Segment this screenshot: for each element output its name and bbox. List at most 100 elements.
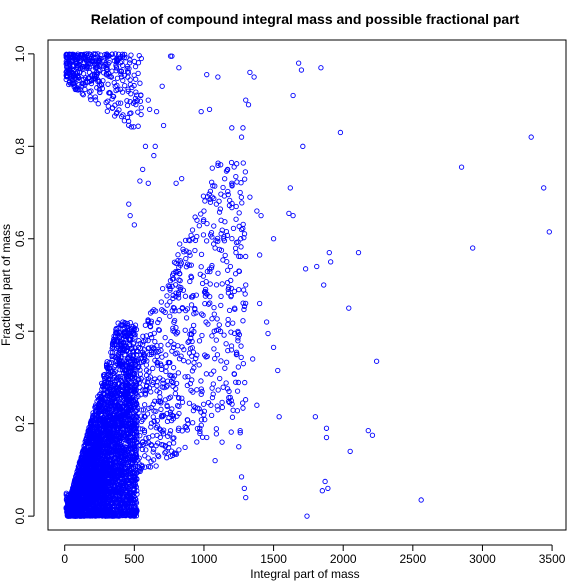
scatter-point bbox=[158, 400, 164, 406]
scatter-point bbox=[116, 55, 122, 62]
scatter-point bbox=[141, 338, 147, 345]
scatter-point bbox=[127, 319, 133, 326]
scatter-point bbox=[134, 488, 140, 494]
scatter-point bbox=[230, 407, 236, 413]
scatter-point bbox=[116, 334, 123, 340]
scatter-point bbox=[91, 71, 98, 78]
scatter-point bbox=[148, 334, 155, 341]
scatter-point bbox=[154, 432, 160, 439]
scatter-point bbox=[184, 427, 191, 433]
scatter-point bbox=[193, 292, 199, 298]
scatter-point bbox=[124, 320, 131, 327]
scatter-point bbox=[196, 362, 202, 368]
scatter-point bbox=[226, 307, 233, 314]
scatter-point bbox=[226, 399, 233, 406]
scatter-point bbox=[105, 477, 112, 483]
scatter-point bbox=[150, 449, 156, 455]
scatter-point bbox=[213, 426, 220, 432]
scatter-point bbox=[105, 103, 111, 109]
scatter-point bbox=[223, 341, 229, 347]
scatter-point bbox=[216, 209, 223, 215]
scatter-point bbox=[184, 306, 191, 312]
scatter-point bbox=[226, 284, 232, 291]
scatter-point bbox=[107, 90, 113, 96]
scatter-point bbox=[134, 507, 140, 513]
scatter-point bbox=[84, 484, 90, 490]
scatter-point bbox=[140, 333, 146, 339]
scatter-point bbox=[92, 420, 98, 426]
scatter-point bbox=[128, 512, 135, 519]
scatter-point bbox=[127, 77, 133, 83]
scatter-point bbox=[96, 448, 102, 454]
scatter-point bbox=[207, 293, 213, 300]
scatter-point bbox=[165, 342, 171, 348]
scatter-point bbox=[183, 264, 190, 270]
scatter-point bbox=[173, 380, 180, 387]
scatter-point bbox=[214, 352, 221, 358]
scatter-point bbox=[168, 448, 175, 454]
scatter-point bbox=[146, 434, 152, 441]
scatter-point bbox=[93, 404, 99, 411]
scatter-point bbox=[98, 52, 104, 58]
scatter-point bbox=[109, 409, 115, 415]
scatter-point bbox=[124, 427, 130, 433]
scatter-point bbox=[105, 98, 111, 104]
scatter-point bbox=[233, 239, 240, 246]
scatter-point bbox=[182, 293, 189, 299]
scatter-point bbox=[148, 320, 154, 326]
scatter-point bbox=[189, 377, 195, 383]
scatter-point bbox=[76, 82, 82, 88]
scatter-point bbox=[201, 412, 207, 418]
scatter-point bbox=[92, 508, 98, 514]
scatter-point bbox=[135, 365, 141, 371]
scatter-point bbox=[205, 301, 212, 307]
scatter-point bbox=[233, 173, 239, 180]
scatter-point bbox=[153, 463, 159, 469]
scatter-point bbox=[172, 451, 178, 457]
scatter-point bbox=[129, 456, 135, 463]
scatter-point bbox=[191, 365, 197, 371]
scatter-point bbox=[124, 114, 131, 121]
scatter-point bbox=[240, 318, 246, 324]
scatter-point bbox=[197, 428, 203, 434]
scatter-point bbox=[183, 315, 190, 321]
scatter-point bbox=[109, 349, 116, 356]
scatter-point bbox=[125, 471, 131, 478]
scatter-point bbox=[190, 292, 196, 299]
scatter-point bbox=[196, 338, 203, 344]
scatter-point bbox=[128, 490, 135, 496]
scatter-point bbox=[169, 406, 175, 412]
scatter-point bbox=[199, 434, 206, 440]
scatter-point bbox=[214, 316, 220, 322]
scatter-point bbox=[167, 428, 174, 434]
scatter-point bbox=[233, 351, 240, 358]
scatter-point bbox=[149, 382, 155, 388]
scatter-point bbox=[85, 447, 91, 453]
scatter-point bbox=[128, 504, 135, 510]
scatter-point bbox=[118, 415, 124, 421]
scatter-point bbox=[132, 496, 139, 503]
scatter-point bbox=[97, 470, 104, 477]
scatter-point bbox=[215, 387, 221, 393]
scatter-point bbox=[203, 319, 209, 325]
scatter-point bbox=[125, 486, 132, 492]
scatter-point bbox=[113, 68, 119, 74]
scatter-point bbox=[232, 271, 239, 277]
scatter-point bbox=[238, 354, 244, 361]
scatter-point bbox=[118, 346, 124, 352]
scatter-point bbox=[115, 482, 122, 488]
scatter-point bbox=[229, 401, 235, 407]
scatter-point bbox=[95, 51, 101, 57]
scatter-point bbox=[175, 257, 181, 264]
scatter-point bbox=[114, 82, 120, 89]
scatter-point bbox=[191, 328, 197, 335]
scatter-point bbox=[175, 370, 182, 376]
scatter-point bbox=[198, 264, 204, 270]
scatter-point bbox=[145, 376, 152, 382]
scatter-point bbox=[172, 391, 179, 397]
scatter-point bbox=[170, 435, 176, 441]
scatter-point bbox=[239, 200, 245, 206]
scatter-point bbox=[166, 415, 172, 421]
scatter-point bbox=[185, 359, 192, 365]
scatter-point bbox=[65, 63, 71, 70]
